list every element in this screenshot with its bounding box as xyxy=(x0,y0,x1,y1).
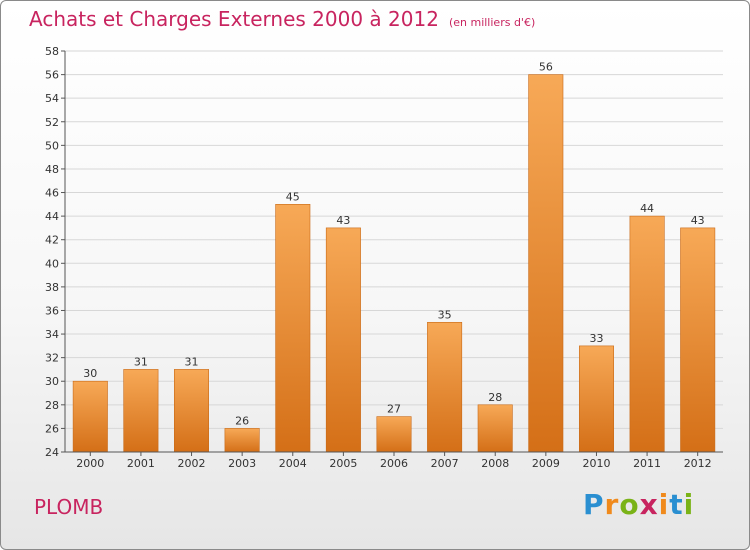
logo-letter: x xyxy=(639,488,659,521)
y-tick-label: 34 xyxy=(45,328,59,341)
x-tick-label-2008: 2008 xyxy=(481,457,509,470)
y-tick-label: 54 xyxy=(45,92,59,105)
y-tick-label: 46 xyxy=(45,187,59,200)
bar-2006 xyxy=(376,416,412,453)
bar-2001 xyxy=(123,369,159,453)
y-tick-label: 38 xyxy=(45,281,59,294)
y-tick-label: 32 xyxy=(45,352,59,365)
bar-2007 xyxy=(427,321,463,453)
bar-2012 xyxy=(680,227,716,453)
x-tick-label-2005: 2005 xyxy=(329,457,357,470)
y-tick-label: 58 xyxy=(45,45,59,58)
y-tick-label: 48 xyxy=(45,163,59,176)
bar-2009 xyxy=(528,74,564,453)
y-tick-label: 26 xyxy=(45,422,59,435)
x-tick-label-2004: 2004 xyxy=(279,457,307,470)
data-label-2006: 27 xyxy=(387,403,401,416)
chart-title-block: Achats et Charges Externes 2000 à 2012 (e… xyxy=(29,7,535,31)
data-label-2000: 30 xyxy=(83,367,97,380)
logo-letter: o xyxy=(619,488,640,521)
x-tick-label-2003: 2003 xyxy=(228,457,256,470)
data-label-2001: 31 xyxy=(134,355,148,368)
data-label-2012: 43 xyxy=(691,214,705,227)
grid-lines xyxy=(65,50,723,453)
y-tick-label: 30 xyxy=(45,375,59,388)
bars: 30 31 31 26 45 43 27 35 28 56 33 44 43 xyxy=(72,61,716,453)
y-axis: 24 26 28 30 32 34 36 38 40 42 44 46 48 50 52 54 56 58 xyxy=(45,45,66,459)
proxiti-logo: Proxiti xyxy=(583,488,694,521)
logo-letter: t xyxy=(669,488,684,521)
data-label-2004: 45 xyxy=(286,190,300,203)
bar-2005 xyxy=(325,227,361,453)
data-label-2007: 35 xyxy=(438,308,452,321)
bar-2011 xyxy=(629,215,665,453)
y-tick-label: 40 xyxy=(45,257,59,270)
y-tick-label: 52 xyxy=(45,116,59,129)
y-tick-label: 42 xyxy=(45,234,59,247)
x-tick-label-2010: 2010 xyxy=(582,457,610,470)
bar-2010 xyxy=(578,345,614,453)
y-tick-label: 44 xyxy=(45,210,59,223)
bar-2002 xyxy=(174,369,210,453)
logo-letter: P xyxy=(583,488,605,521)
commune-name: PLOMB xyxy=(34,495,104,519)
x-tick-label-2009: 2009 xyxy=(532,457,560,470)
logo-letter: i xyxy=(683,488,695,521)
x-tick-label-2001: 2001 xyxy=(127,457,155,470)
data-label-2011: 44 xyxy=(640,202,654,215)
x-tick-label-2006: 2006 xyxy=(380,457,408,470)
logo-letter: i xyxy=(658,488,670,521)
logo-letter: r xyxy=(604,488,620,521)
y-tick-label: 24 xyxy=(45,446,59,459)
data-label-2009: 56 xyxy=(539,61,553,74)
y-tick-label: 56 xyxy=(45,69,59,82)
data-label-2010: 33 xyxy=(589,332,603,345)
x-tick-label-2007: 2007 xyxy=(431,457,459,470)
y-tick-label: 36 xyxy=(45,304,59,317)
data-label-2005: 43 xyxy=(336,214,350,227)
bar-2000 xyxy=(72,380,108,453)
data-label-2003: 26 xyxy=(235,414,249,427)
x-tick-label-2011: 2011 xyxy=(633,457,661,470)
bar-2008 xyxy=(477,404,513,453)
y-tick-label: 50 xyxy=(45,139,59,152)
bar-2004 xyxy=(275,204,311,453)
y-tick-label: 28 xyxy=(45,399,59,412)
x-axis: 2000 2001 2002 2003 2004 2005 2006 2007 2008 2009… xyxy=(65,451,723,470)
chart-subtitle: (en milliers d'€) xyxy=(448,16,536,29)
chart-title: Achats et Charges Externes 2000 à 2012 xyxy=(29,7,439,31)
x-tick-label-2002: 2002 xyxy=(178,457,206,470)
x-tick-label-2000: 2000 xyxy=(76,457,104,470)
data-label-2008: 28 xyxy=(488,391,502,404)
data-label-2002: 31 xyxy=(185,355,199,368)
x-tick-label-2012: 2012 xyxy=(684,457,712,470)
bar-2003 xyxy=(224,428,260,453)
